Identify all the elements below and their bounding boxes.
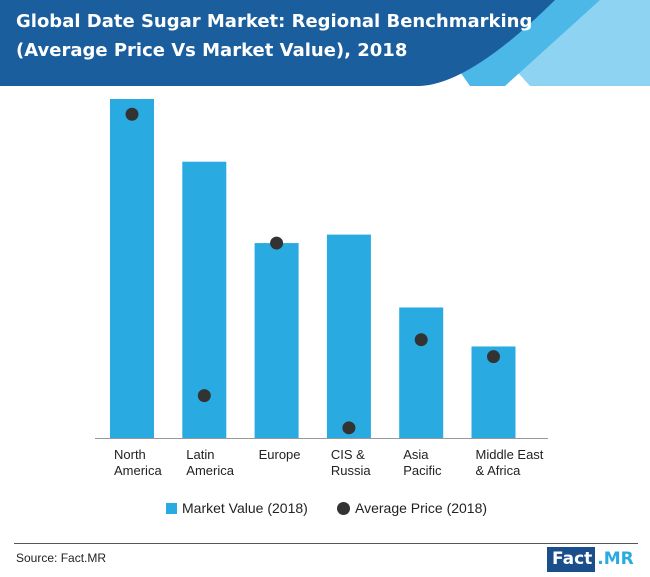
legend-label-market-value: Market Value (2018) [182,500,308,516]
legend-item-average-price: Average Price (2018) [337,500,487,516]
category-label-latin-america: Latin America [186,447,234,478]
chart-legend: Market Value (2018) Average Price (2018) [0,498,650,522]
source-note: Source: Fact.MR [16,551,107,565]
category-label-line: Pacific [403,463,442,478]
logo-mr-text: .MR [595,547,636,572]
category-label-europe: Europe [259,447,301,462]
category-label-line: America [186,463,234,478]
category-label-line: Middle East [476,447,544,462]
chart-title-line-1: Global Date Sugar Market: Regional Bench… [16,11,533,32]
category-label-line: Asia [403,447,429,462]
bar-north-america [110,99,154,438]
point-europe [270,236,284,250]
scatter-series-average-price [125,107,500,435]
footer-divider [14,543,638,544]
category-label-line: North [114,447,146,462]
header-main-shape [0,0,555,86]
bar-cis-russia [326,234,371,438]
bar-europe [254,243,299,438]
chart-title-line-2: (Average Price Vs Market Value), 2018 [16,40,408,61]
category-label-line: & Africa [476,463,522,478]
point-asia-pacific [414,333,428,347]
category-label-line: America [114,463,162,478]
category-label-line: Latin [186,447,214,462]
category-label-line: Russia [331,463,372,478]
legend-bar-swatch [166,502,177,514]
legend-item-market-value: Market Value (2018) [166,500,308,516]
factmr-logo: Fact .MR [547,547,636,572]
legend-label-average-price: Average Price (2018) [355,500,488,516]
category-label-middle-east-africa: Middle East & Africa [476,447,544,478]
point-cis-russia [342,421,356,435]
legend-dot-swatch [337,501,350,515]
category-label-asia-pacific: Asia Pacific [403,447,442,478]
point-middle-east-africa [487,350,500,364]
category-label-cis-russia: CIS & Russia [331,447,372,478]
bar-asia-pacific [399,307,444,438]
logo-fact-text: Fact [547,547,596,572]
header-background [0,0,650,86]
point-north-america [125,107,139,121]
header-banner: Global Date Sugar Market: Regional Bench… [0,0,650,86]
category-label-line: Europe [259,447,301,462]
category-label-north-america: North America [114,447,162,478]
category-label-line: CIS & [331,447,365,462]
bar-series-market-value [110,99,516,438]
point-latin-america [197,389,211,403]
